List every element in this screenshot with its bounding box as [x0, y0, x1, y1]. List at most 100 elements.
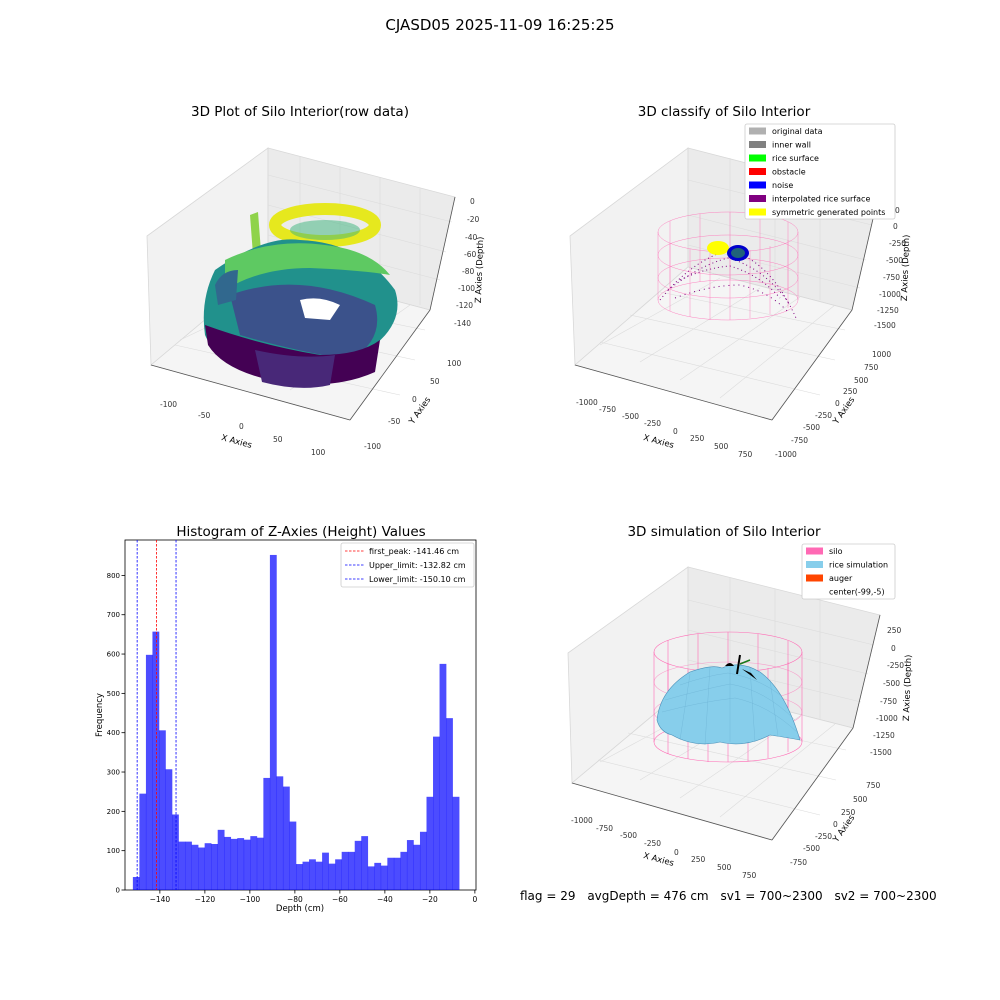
classify-3d-plot: 0 0 -250 -500 -750 -1000 -1250 -1500 Z A…	[569, 123, 912, 459]
histogram-bar	[178, 841, 186, 890]
raw-z-tick: 0	[470, 197, 475, 206]
histogram-bar	[341, 851, 349, 890]
simulation-rice-surface	[656, 664, 801, 745]
histogram-bar	[139, 793, 147, 890]
raw-y-tick: 100	[447, 359, 462, 368]
figure-title: CJASD05 2025-11-09 16:25:25	[385, 16, 615, 34]
legend-item-noise: noise	[749, 181, 793, 190]
raw-x-tick: 50	[273, 435, 283, 444]
svg-text:Upper_limit: -132.82 cm: Upper_limit: -132.82 cm	[369, 561, 466, 570]
histogram-x-tick-label: −40	[377, 895, 393, 904]
raw-y-label: Y Axies	[407, 395, 434, 427]
classify-symmetric-points	[707, 241, 729, 255]
histogram-x-tick-label: −80	[287, 895, 303, 904]
classify-rice-cluster	[731, 248, 745, 258]
simulation-y-tick: 500	[853, 795, 868, 804]
histogram-y-tick-label: 500	[107, 690, 120, 698]
raw-z-label: Z Axies (Depth)	[474, 236, 486, 303]
raw-x-tick: 100	[311, 448, 326, 457]
legend-item-upper-limit: Upper_limit: -132.82 cm	[345, 561, 466, 570]
simulation-y-tick: -750	[790, 858, 807, 867]
simulation-x-tick: -250	[644, 839, 661, 848]
histogram-bar	[361, 836, 369, 890]
histogram-bar	[348, 851, 356, 890]
classify-y-tick: -1000	[775, 450, 797, 459]
raw-y-tick: 50	[430, 377, 440, 386]
raw-x-ticks: -100 -50 0 50 100	[160, 400, 326, 457]
histogram-bar	[217, 829, 225, 890]
classify-z-tick: -1500	[874, 321, 896, 330]
legend-item-interpolated-rice-surface: interpolated rice surface	[749, 195, 870, 204]
status-flag: flag = 29	[520, 889, 576, 903]
simulation-z-tick: 250	[887, 626, 902, 635]
raw-z-tick: -140	[454, 319, 471, 328]
simulation-3d-plot: 250 0 -250 -500 -750 -1000 -1250 -1500 Z…	[567, 543, 914, 880]
histogram-bars	[132, 554, 460, 890]
simulation-z-tick: -250	[887, 661, 904, 670]
raw-y-tick: -50	[388, 417, 400, 426]
classify-y-ticks: 1000 750 500 250 0 -250 -500 -750 -1000	[775, 350, 891, 459]
histogram-bar	[263, 777, 271, 890]
classify-x-tick: -500	[622, 412, 639, 421]
simulation-x-tick: -750	[596, 824, 613, 833]
simulation-auger	[725, 654, 757, 680]
simulation-z-label: Z Axies (Depth)	[902, 654, 914, 721]
histogram-bar	[452, 796, 460, 890]
simulation-z-tick: -1000	[876, 714, 898, 723]
histogram-bar	[152, 631, 160, 890]
simulation-z-tick: -500	[883, 679, 900, 688]
histogram-bar	[419, 831, 427, 890]
simulation-x-tick: -1000	[571, 816, 593, 825]
classify-y-tick: -500	[803, 423, 820, 432]
raw-z-tick: -40	[465, 233, 477, 242]
histogram-bar	[446, 718, 453, 890]
histogram-bar	[282, 786, 290, 890]
classify-y-tick: -250	[815, 411, 832, 420]
classify-x-tick: 500	[714, 442, 729, 451]
histogram-title: Histogram of Z-Axies (Height) Values	[176, 524, 426, 540]
simulation-z-tick: 0	[891, 644, 896, 653]
legend-item-obstacle: obstacle	[749, 168, 806, 177]
svg-text:center(-99,-5): center(-99,-5)	[829, 588, 885, 597]
histogram-bar	[328, 863, 336, 890]
histogram-x-tick-label: −120	[195, 895, 216, 904]
classify-y-tick: 500	[854, 376, 869, 385]
simulation-x-tick: 750	[742, 871, 757, 880]
svg-text:obstacle: obstacle	[772, 168, 806, 177]
raw-x-label: X Axies	[220, 433, 253, 451]
svg-text:symmetric generated points: symmetric generated points	[772, 208, 885, 217]
legend-item-silo: silo	[806, 547, 843, 556]
simulation-y-tick: 750	[866, 781, 881, 790]
classify-y-tick: 750	[864, 363, 879, 372]
histogram-y-tick-label: 100	[107, 847, 120, 855]
histogram-bar	[406, 840, 414, 890]
histogram-bar	[198, 847, 205, 890]
simulation-y-ticks: 750 500 250 0 -250 -500 -750	[790, 781, 881, 867]
simulation-z-tick: -1500	[870, 748, 892, 757]
histogram-bar	[426, 796, 434, 890]
svg-text:rice surface: rice surface	[772, 154, 819, 163]
legend-item-rice-simulation: rice simulation	[806, 561, 888, 570]
classify-x-tick: -250	[644, 419, 661, 428]
histogram-y-tick-label: 800	[107, 572, 120, 580]
classify-z-ticks: 0 0 -250 -500 -750 -1000 -1250 -1500	[874, 206, 906, 330]
histogram-bar	[387, 857, 395, 890]
histogram-bar	[413, 844, 421, 890]
simulation-y-label: Y Axies	[831, 813, 858, 845]
histogram-bar	[145, 654, 153, 890]
svg-text:Lower_limit: -150.10 cm: Lower_limit: -150.10 cm	[369, 575, 466, 584]
simulation-x-ticks: -1000 -750 -500 -250 0 250 500 750	[571, 816, 757, 880]
histogram-bar	[243, 839, 251, 890]
histogram-bar	[237, 838, 245, 890]
histogram-y-tick-label: 600	[107, 651, 120, 659]
raw-z-tick: -120	[456, 301, 473, 310]
status-line: flag = 29 avgDepth = 476 cm sv1 = 700~23…	[520, 889, 945, 903]
raw-x-tick: -50	[198, 411, 210, 420]
simulation-plot-title: 3D simulation of Silo Interior	[627, 524, 821, 540]
classify-z-tick: -1250	[877, 306, 899, 315]
legend-item-first-peak: first_peak: -141.46 cm	[345, 547, 459, 556]
legend-item-rice-surface: rice surface	[749, 154, 819, 163]
histogram-bar	[309, 859, 316, 890]
histogram-bar	[322, 852, 329, 890]
simulation-y-tick: 0	[833, 820, 838, 829]
